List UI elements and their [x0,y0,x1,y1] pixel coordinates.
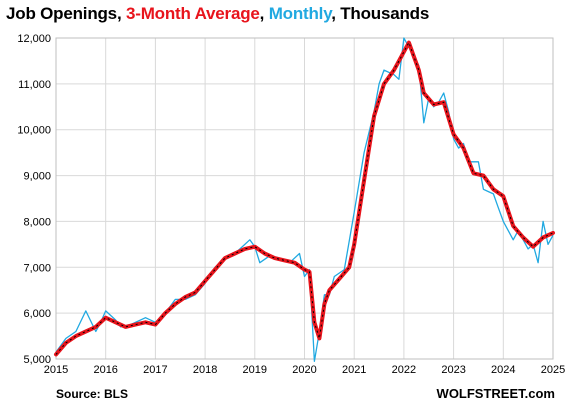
y-tick-label: 12,000 [17,33,51,45]
x-tick-label: 2015 [44,364,68,376]
axes: 5,000 6,000 7,000 8,000 9,000 10,000 11,000 12,… [17,33,565,376]
y-tick-label: 7,000 [23,262,51,274]
brand-watermark: WOLFSTREET.com [436,386,555,401]
y-tick-label: 8,000 [23,216,51,228]
x-tick-label: 2016 [93,364,117,376]
x-tick-label: 2018 [193,364,217,376]
y-tick-label: 6,000 [23,308,51,320]
series-3-month-average-center-line [55,42,554,355]
x-tick-label: 2019 [243,364,267,376]
x-tick-label: 2024 [491,364,515,376]
title-part-separator: , [259,4,269,23]
y-tick-label: 10,000 [17,125,51,137]
x-tick-label: 2023 [441,364,465,376]
y-tick-label: 5,000 [23,354,51,366]
gridlines [55,37,554,360]
x-tick-label: 2022 [392,364,416,376]
series-layer [54,37,555,362]
x-tick-label: 2025 [541,364,565,376]
x-tick-label: 2017 [143,364,167,376]
title-part-monthly: Monthly [268,4,332,23]
y-tick-label: 9,000 [23,171,51,183]
title-part-units: , Thousands [331,4,430,23]
plot-frame [55,37,554,360]
x-tick-label: 2021 [342,364,366,376]
y-tick-label: 11,000 [18,79,51,91]
source-note: Source: BLS [56,387,129,401]
chart-title: Job Openings, 3-Month Average, Monthly, … [6,4,429,24]
title-part-job-openings: Job Openings, [6,4,126,23]
title-part-average: 3-Month Average [126,4,260,23]
x-tick-label: 2020 [292,364,316,376]
